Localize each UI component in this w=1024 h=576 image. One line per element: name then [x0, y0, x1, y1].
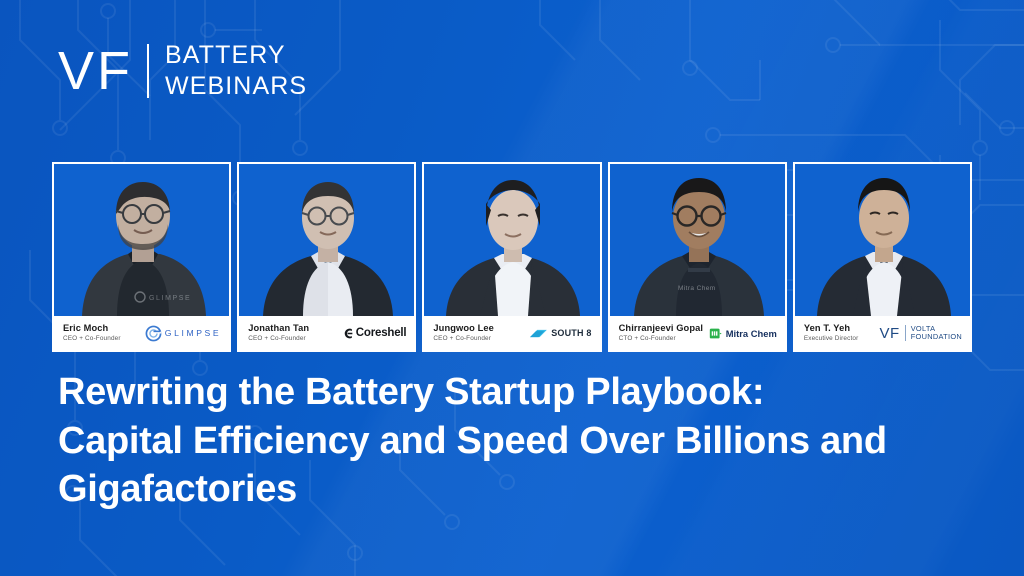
coreshell-mark-icon	[344, 328, 353, 338]
speaker-card[interactable]: Mitra Chem Chirranjeevi Gopal CTO + Co-F…	[607, 162, 787, 352]
vf-monogram: VF	[58, 40, 134, 101]
speaker-portrait-photo	[239, 164, 415, 316]
speaker-info-bar: Yen T. Yeh Executive Director VF VOLTA F…	[794, 316, 971, 350]
volta-foundation-logo-icon: VF VOLTA FOUNDATION	[879, 323, 963, 342]
glimpse-mark-icon	[145, 325, 162, 341]
brand-wordmark: BATTERY WEBINARS	[165, 40, 307, 101]
speaker-card[interactable]: Jungwoo Lee CEO + Co-Founder SOUTH 8	[422, 162, 602, 352]
speaker-name: Jungwoo Lee	[433, 322, 494, 333]
coreshell-wordmark: Coreshell	[355, 327, 407, 339]
speaker-portrait-photo	[424, 164, 600, 316]
speaker-role: CTO + Co-Founder	[618, 334, 676, 342]
south8-wordmark: SOUTH 8	[551, 328, 592, 338]
speaker-info-bar: Jonathan Tan CEO + Co-Founder Coreshell	[239, 316, 415, 350]
speaker-info-bar: Jungwoo Lee CEO + Co-Founder SOUTH 8	[424, 316, 600, 350]
south8-mark-icon	[530, 329, 548, 337]
vertical-divider-icon	[147, 43, 150, 98]
speaker-name: Eric Moch	[63, 322, 109, 333]
volta-line-1: VOLTA	[910, 323, 936, 333]
coreshell-logo-icon: Coreshell	[341, 327, 407, 340]
speaker-portrait-photo: GLIMPSE	[54, 164, 230, 316]
speaker-info-bar: Chirranjeevi Gopal CTO + Co-Founder Mitr…	[609, 316, 785, 350]
mitra-chem-logo-icon: Mitra Chem	[709, 327, 777, 340]
title-line-3: Gigafactories	[58, 468, 297, 511]
speaker-role: CEO + Co-Founder	[248, 334, 306, 342]
speaker-card[interactable]: Jonathan Tan CEO + Co-Founder Coreshell	[237, 162, 417, 352]
brand-line-battery: BATTERY	[165, 41, 286, 69]
speaker-card-strip: GLIMPSE Eric Moch CEO + Co-Founder	[52, 162, 973, 352]
mitra-chem-wordmark: Mitra Chem	[725, 327, 777, 339]
svg-text:Mitra Chem: Mitra Chem	[678, 285, 716, 292]
volta-line-2: FOUNDATION	[910, 332, 963, 341]
mitra-chem-mark-icon	[709, 328, 722, 338]
volta-wordmark: VOLTA FOUNDATION	[910, 323, 963, 342]
brand-line-webinars: WEBINARS	[165, 71, 308, 100]
speaker-name: Jonathan Tan	[248, 322, 310, 333]
webinar-title: Rewriting the Battery Startup Playbook: …	[58, 368, 958, 514]
speaker-portrait-photo	[794, 164, 971, 316]
speaker-role: CEO + Co-Founder	[63, 334, 121, 342]
speaker-role: CEO + Co-Founder	[433, 334, 492, 342]
speaker-card[interactable]: GLIMPSE Eric Moch CEO + Co-Founder	[52, 162, 232, 352]
speaker-name: Chirranjeevi Gopal	[618, 322, 704, 333]
speaker-role: Executive Director	[803, 334, 859, 342]
vf-battery-webinars-logo: VF BATTERY WEBINARS	[58, 40, 307, 101]
title-line-1: Rewriting the Battery Startup Playbook:	[58, 371, 765, 413]
south8-logo-icon: SOUTH 8	[530, 328, 591, 339]
volta-vf-monogram: VF	[879, 324, 900, 342]
svg-text:GLIMPSE: GLIMPSE	[149, 295, 191, 302]
speaker-portrait-photo: Mitra Chem	[609, 164, 785, 316]
glimpse-logo-icon: GLIMPSE	[145, 325, 221, 342]
title-line-2: Capital Efficiency and Speed Over Billio…	[58, 419, 887, 462]
glimpse-wordmark: GLIMPSE	[164, 328, 222, 338]
speaker-name: Yen T. Yeh	[803, 322, 851, 333]
speaker-card[interactable]: Yen T. Yeh Executive Director VF VOLTA F…	[792, 162, 973, 352]
volta-divider-icon	[904, 325, 906, 341]
speaker-info-bar: Eric Moch CEO + Co-Founder GLIMPSE	[54, 316, 230, 350]
